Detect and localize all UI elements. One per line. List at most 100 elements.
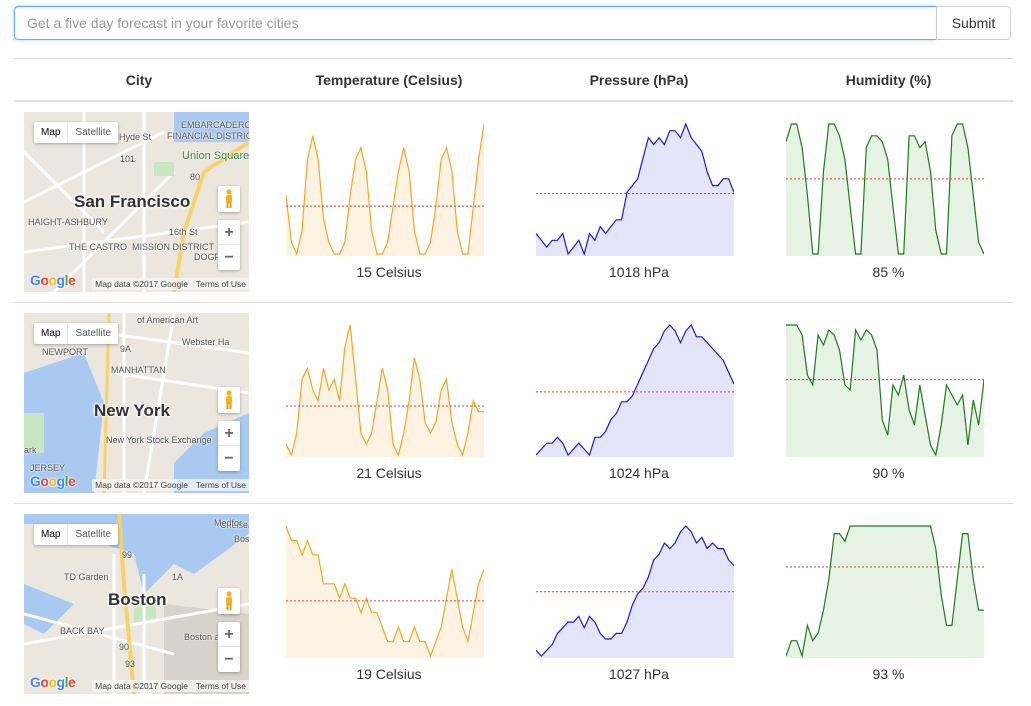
search-input[interactable] bbox=[14, 6, 936, 40]
map-poi-label: 9A bbox=[120, 344, 132, 354]
pressure-value: 1027 hPa bbox=[609, 666, 669, 682]
city-map[interactable]: New York of American Art Webster Ha NEWPORT… bbox=[24, 313, 249, 493]
city-map[interactable]: Boston 99 1A TD Garden BACK BAY Boston and E B… bbox=[24, 514, 249, 694]
humidity-value: 93 % bbox=[872, 666, 905, 682]
zoom-in-button[interactable]: + bbox=[218, 421, 240, 446]
satellite-button[interactable]: Satellite bbox=[67, 122, 118, 143]
map-type-control: Map Satellite bbox=[34, 524, 119, 545]
temperature-value: 15 Celsius bbox=[356, 264, 422, 280]
map-attribution: Map data ©2017 Google Terms of Use bbox=[92, 479, 249, 491]
map-poi-label: 1A bbox=[172, 572, 184, 582]
table-row: New York of American Art Webster Ha NEWPORT… bbox=[14, 302, 1013, 504]
map-poi-label: BACK BAY bbox=[60, 626, 105, 636]
map-poi-label: EMBARCADERO bbox=[181, 120, 249, 130]
map-button[interactable]: Map bbox=[41, 328, 61, 339]
zoom-out-button[interactable]: − bbox=[224, 450, 234, 467]
map-poi-label: of American Art bbox=[137, 315, 199, 325]
map-poi-label: Medfor bbox=[214, 518, 243, 528]
map-poi-label: JERSEY bbox=[30, 463, 66, 473]
humidity-cell: 90 % bbox=[764, 302, 1013, 504]
column-header-pressure: Pressure (hPa) bbox=[514, 58, 764, 102]
humidity-value: 85 % bbox=[872, 264, 905, 280]
google-logo[interactable]: Google bbox=[30, 674, 76, 690]
zoom-control: + − bbox=[218, 421, 240, 471]
humidity-line bbox=[786, 123, 984, 255]
pegman-icon[interactable] bbox=[218, 186, 240, 212]
pegman-icon[interactable] bbox=[218, 588, 240, 614]
temperature-cell: 15 Celsius bbox=[264, 101, 514, 303]
map-poi-label: THE CASTRO bbox=[69, 242, 128, 252]
zoom-control: + − bbox=[218, 622, 240, 672]
city-map[interactable]: San Francisco EMBARCADERO FINANCIAL DISTRI… bbox=[24, 112, 249, 292]
pressure-cell: 1024 hPa bbox=[514, 302, 764, 504]
map-type-control: Map Satellite bbox=[34, 323, 119, 344]
column-header-temperature: Temperature (Celsius) bbox=[264, 58, 514, 102]
map-poi-label: DOGP bbox=[194, 252, 221, 262]
map-poi-label: HAIGHT-ASHBURY bbox=[28, 217, 108, 227]
zoom-out-button[interactable]: − bbox=[224, 651, 234, 668]
map-poi-label: TD Garden bbox=[64, 572, 109, 582]
pressure-line bbox=[536, 525, 734, 657]
humidity-sparkline bbox=[786, 324, 984, 457]
pressure-sparkline bbox=[536, 525, 734, 658]
temperature-area bbox=[286, 526, 484, 658]
map-data-text: Map data ©2017 Google bbox=[95, 480, 188, 490]
map-poi-label: Webster Ha bbox=[182, 337, 230, 347]
temperature-cell: 21 Celsius bbox=[264, 302, 514, 504]
map-poi-label: MANHATTAN bbox=[111, 365, 166, 375]
map-button[interactable]: Map bbox=[41, 529, 61, 540]
city-name: New York bbox=[94, 401, 170, 420]
zoom-out-button[interactable]: − bbox=[224, 249, 234, 266]
table-header-row: City Temperature (Celsius) Pressure (hPa… bbox=[14, 58, 1013, 102]
map-poi-label: 99 bbox=[122, 550, 133, 560]
zoom-in-button[interactable]: + bbox=[218, 622, 240, 647]
map-button[interactable]: Map bbox=[41, 127, 61, 138]
humidity-area bbox=[786, 325, 984, 457]
pressure-area bbox=[536, 124, 734, 256]
pegman-icon[interactable] bbox=[218, 387, 240, 413]
humidity-area bbox=[786, 526, 984, 658]
humidity-value: 90 % bbox=[872, 465, 905, 481]
google-logo[interactable]: Google bbox=[30, 473, 76, 489]
temperature-sparkline bbox=[286, 525, 484, 658]
humidity-area bbox=[786, 124, 984, 256]
zoom-control: + − bbox=[218, 220, 240, 270]
city-cell: San Francisco EMBARCADERO FINANCIAL DISTRI… bbox=[14, 101, 264, 303]
map-poi-label: 16th St bbox=[169, 227, 198, 237]
column-header-city: City bbox=[14, 58, 264, 102]
temperature-sparkline bbox=[286, 123, 484, 256]
satellite-button[interactable]: Satellite bbox=[67, 323, 118, 344]
city-name: Boston bbox=[108, 590, 167, 609]
map-poi-label: Union Square bbox=[182, 150, 249, 162]
temperature-cell: 19 Celsius bbox=[264, 503, 514, 704]
submit-button[interactable]: Submit bbox=[936, 6, 1011, 40]
map-poi-label: Hyde St bbox=[119, 132, 152, 142]
map-poi-label: NEWPORT bbox=[42, 347, 88, 357]
temperature-area bbox=[286, 124, 484, 256]
map-poi-label: 80 bbox=[190, 172, 201, 182]
map-attribution: Map data ©2017 Google Terms of Use bbox=[92, 680, 249, 692]
column-header-humidity: Humidity (%) bbox=[764, 58, 1013, 102]
humidity-cell: 93 % bbox=[764, 503, 1013, 704]
pressure-sparkline bbox=[536, 122, 734, 256]
map-poi-label: FINANCIAL DISTRICT bbox=[167, 131, 249, 141]
google-logo[interactable]: Google bbox=[30, 272, 76, 288]
satellite-button[interactable]: Satellite bbox=[67, 524, 118, 545]
pressure-value: 1024 hPa bbox=[609, 465, 669, 481]
humidity-sparkline bbox=[786, 123, 984, 256]
zoom-in-button[interactable]: + bbox=[218, 220, 240, 245]
city-cell: New York of American Art Webster Ha NEWPORT… bbox=[14, 302, 264, 504]
terms-link[interactable]: Terms of Use bbox=[195, 681, 246, 691]
table-row: San Francisco EMBARCADERO FINANCIAL DISTRI… bbox=[14, 101, 1013, 303]
temperature-line bbox=[286, 324, 484, 457]
humidity-sparkline bbox=[786, 525, 984, 658]
table-row: Boston 99 1A TD Garden BACK BAY Boston and E B… bbox=[14, 503, 1013, 704]
map-data-text: Map data ©2017 Google bbox=[95, 279, 188, 289]
temperature-value: 19 Celsius bbox=[356, 666, 422, 682]
pressure-value: 1018 hPa bbox=[609, 264, 669, 280]
humidity-cell: 85 % bbox=[764, 101, 1013, 303]
map-poi-label: 90 bbox=[119, 642, 130, 652]
city-name: San Francisco bbox=[74, 192, 191, 211]
terms-link[interactable]: Terms of Use bbox=[195, 480, 246, 490]
terms-link[interactable]: Terms of Use bbox=[195, 279, 246, 289]
